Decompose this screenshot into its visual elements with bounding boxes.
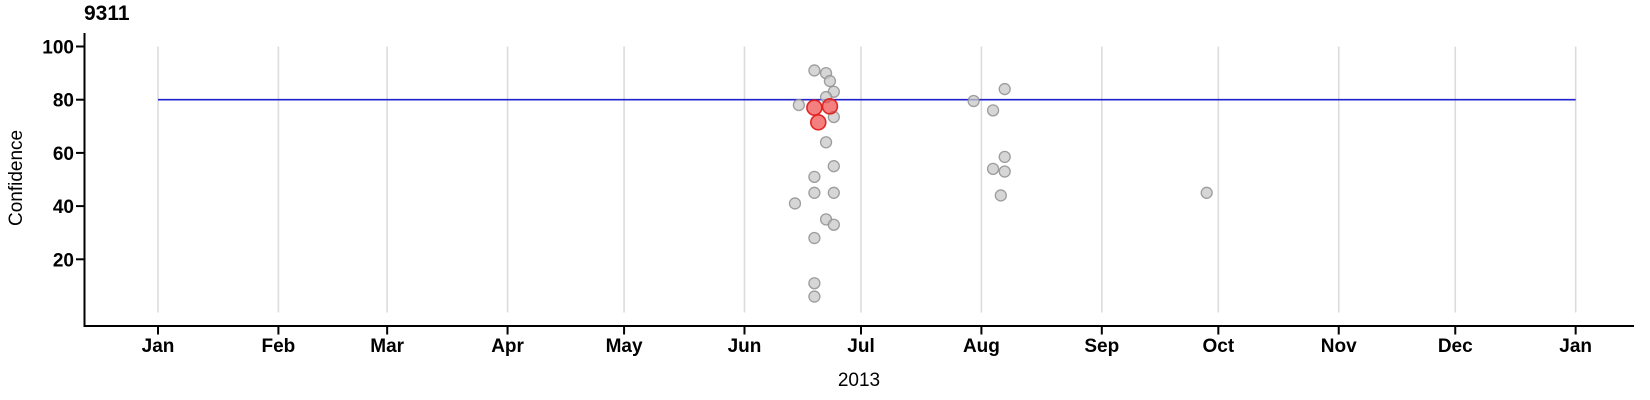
y-tick-label: 100 (42, 38, 74, 59)
x-tick-label: Mar (370, 336, 404, 357)
data-point-observations (998, 82, 1011, 96)
y-axis-title: Confidence (6, 129, 27, 226)
x-tick-label: Oct (1202, 336, 1234, 357)
data-point-observations (823, 74, 837, 88)
x-tick-label: May (606, 336, 643, 357)
y-tick-label: 80 (53, 91, 74, 112)
x-tick-label: Sep (1084, 336, 1119, 357)
data-point-observations (986, 104, 1000, 117)
data-point-highlighted (809, 114, 827, 131)
data-point-observations (994, 189, 1007, 202)
data-point-observations (967, 94, 980, 108)
data-point-observations (998, 165, 1011, 178)
x-tick-label: Feb (262, 336, 296, 357)
data-point-highlighted (806, 99, 823, 116)
data-point-observations (808, 277, 821, 290)
data-point-observations (808, 186, 821, 199)
x-tick-label: Jun (728, 336, 762, 357)
data-point-observations (819, 136, 833, 149)
data-point-observations (808, 170, 821, 183)
data-point-observations (986, 162, 1000, 176)
data-point-observations (998, 150, 1011, 164)
x-tick-label: Apr (491, 336, 524, 357)
x-tick-label: Jul (847, 336, 874, 357)
data-point-observations (827, 218, 840, 231)
x-tick-label: Jan (1559, 336, 1592, 357)
y-tick-label: 20 (53, 250, 74, 271)
y-tick-label: 60 (53, 144, 74, 165)
data-point-highlighted (821, 98, 839, 115)
data-point-observations (808, 290, 821, 303)
data-point-observations (808, 231, 821, 245)
data-point-observations (827, 160, 840, 173)
x-tick-label: Dec (1438, 336, 1473, 357)
chart-title: 9311 (84, 2, 130, 25)
data-point-observations (827, 186, 840, 199)
data-point-observations (788, 197, 802, 210)
x-tick-label: Nov (1321, 336, 1357, 357)
y-tick-label: 40 (53, 197, 74, 218)
data-point-observations (1200, 186, 1213, 199)
x-tick-label: Aug (963, 336, 1000, 357)
x-axis-year-label: 2013 (837, 370, 881, 391)
data-point-observations (792, 98, 806, 112)
data-point-observations (808, 64, 821, 77)
x-tick-label: Jan (142, 336, 175, 357)
